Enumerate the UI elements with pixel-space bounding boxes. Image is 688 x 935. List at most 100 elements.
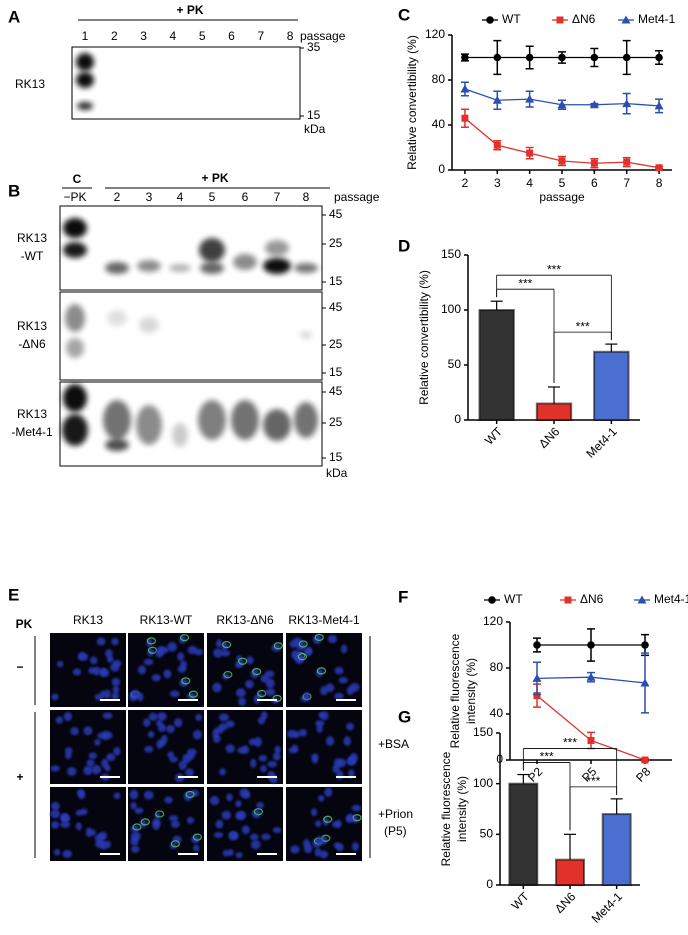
nucleus bbox=[315, 720, 325, 727]
significance-label: *** bbox=[518, 276, 532, 290]
marker-label: 15 bbox=[329, 274, 343, 288]
micrograph bbox=[50, 633, 126, 707]
micrograph bbox=[207, 633, 283, 707]
column-label: RK13-Met4-1 bbox=[288, 613, 360, 627]
y-axis-label: intensity (%) bbox=[455, 776, 469, 842]
nucleus bbox=[213, 831, 224, 838]
prp-signal bbox=[253, 808, 264, 816]
panel-label: D bbox=[398, 236, 410, 255]
column-label: RK13 bbox=[73, 613, 103, 627]
error-bar bbox=[605, 343, 618, 352]
row-sign: − bbox=[16, 660, 23, 674]
y-axis-label: Relative fluorescence bbox=[448, 633, 462, 748]
point bbox=[587, 641, 595, 649]
lane-label: 3 bbox=[146, 190, 153, 204]
row-label: RK13 bbox=[17, 319, 47, 333]
nucleus bbox=[215, 819, 224, 829]
nucleus bbox=[256, 801, 264, 809]
nucleus bbox=[289, 640, 299, 648]
nucleus bbox=[170, 820, 180, 828]
nucleus bbox=[60, 813, 70, 823]
nucleus bbox=[104, 764, 111, 772]
prp-signal bbox=[314, 633, 324, 641]
blot-bands bbox=[62, 384, 318, 451]
nucleus bbox=[348, 769, 355, 779]
nucleus bbox=[75, 809, 83, 816]
x-tick-label: WT bbox=[509, 889, 533, 913]
blot-bands bbox=[65, 304, 312, 358]
y-tick-label: 100 bbox=[473, 776, 493, 790]
prp-signal bbox=[140, 818, 150, 826]
nucleus bbox=[254, 736, 262, 747]
nucleus bbox=[169, 842, 178, 850]
nucleus bbox=[316, 724, 323, 733]
nucleus bbox=[111, 692, 119, 700]
nucleus bbox=[55, 716, 64, 724]
point bbox=[655, 164, 663, 172]
significance-label: *** bbox=[563, 736, 577, 750]
point bbox=[623, 158, 631, 166]
nucleus bbox=[290, 845, 300, 854]
significance-bracket bbox=[522, 748, 618, 795]
nucleus bbox=[113, 792, 121, 800]
nucleus bbox=[250, 839, 261, 850]
nucleus bbox=[85, 827, 93, 838]
band bbox=[265, 240, 289, 256]
row-label: RK13 bbox=[17, 231, 47, 245]
point bbox=[492, 95, 502, 104]
nucleus bbox=[51, 821, 60, 829]
nucleus bbox=[235, 688, 246, 698]
nucleus bbox=[100, 668, 110, 678]
nucleus bbox=[192, 729, 202, 740]
nucleus bbox=[310, 808, 318, 817]
prp-signal bbox=[185, 790, 195, 799]
nucleus bbox=[319, 850, 329, 859]
nucleus bbox=[129, 789, 139, 800]
y-axis-label: intensity (%) bbox=[464, 658, 478, 724]
nucleus bbox=[303, 691, 310, 701]
band bbox=[263, 409, 291, 441]
prp-signal bbox=[298, 640, 308, 648]
blot-bands bbox=[63, 218, 318, 274]
column-label: RK13-WT bbox=[140, 613, 193, 627]
point bbox=[622, 53, 631, 62]
prp-signal bbox=[132, 823, 142, 831]
point bbox=[587, 736, 595, 744]
marker-label: 15 bbox=[307, 108, 321, 122]
lane-label: 8 bbox=[287, 29, 294, 43]
nucleus bbox=[264, 670, 275, 678]
nucleus bbox=[53, 848, 61, 856]
nucleus bbox=[164, 796, 173, 804]
y-axis-label: Relative convertibility (%) bbox=[417, 270, 431, 405]
nucleus bbox=[346, 722, 354, 731]
nucleus bbox=[318, 795, 325, 802]
nucleus bbox=[228, 831, 239, 841]
band bbox=[77, 102, 93, 110]
point bbox=[460, 84, 470, 93]
nucleus bbox=[51, 693, 59, 701]
lane-axis-label: passage bbox=[300, 29, 346, 43]
nucleus bbox=[212, 682, 222, 693]
micrograph bbox=[50, 787, 126, 861]
prp-signal bbox=[192, 833, 202, 841]
nucleus bbox=[195, 713, 202, 722]
nucleus bbox=[182, 753, 191, 764]
nucleus bbox=[64, 747, 73, 755]
row-label: -Met4-1 bbox=[11, 425, 53, 439]
prp-signal bbox=[238, 657, 248, 665]
legend-marker bbox=[486, 16, 494, 24]
point bbox=[641, 756, 649, 764]
row-label: RK13 bbox=[15, 77, 45, 91]
nucleus bbox=[97, 732, 107, 740]
nucleus bbox=[221, 810, 232, 820]
error-bar bbox=[548, 386, 560, 404]
y-tick-label: 0 bbox=[486, 877, 493, 891]
band bbox=[139, 317, 159, 333]
nucleus bbox=[296, 655, 305, 663]
y-tick-label: 150 bbox=[441, 247, 461, 261]
x-tick-label: 7 bbox=[623, 176, 630, 190]
nucleus bbox=[160, 646, 169, 654]
nucleus bbox=[177, 652, 185, 661]
point bbox=[461, 53, 469, 62]
nucleus bbox=[227, 849, 234, 857]
